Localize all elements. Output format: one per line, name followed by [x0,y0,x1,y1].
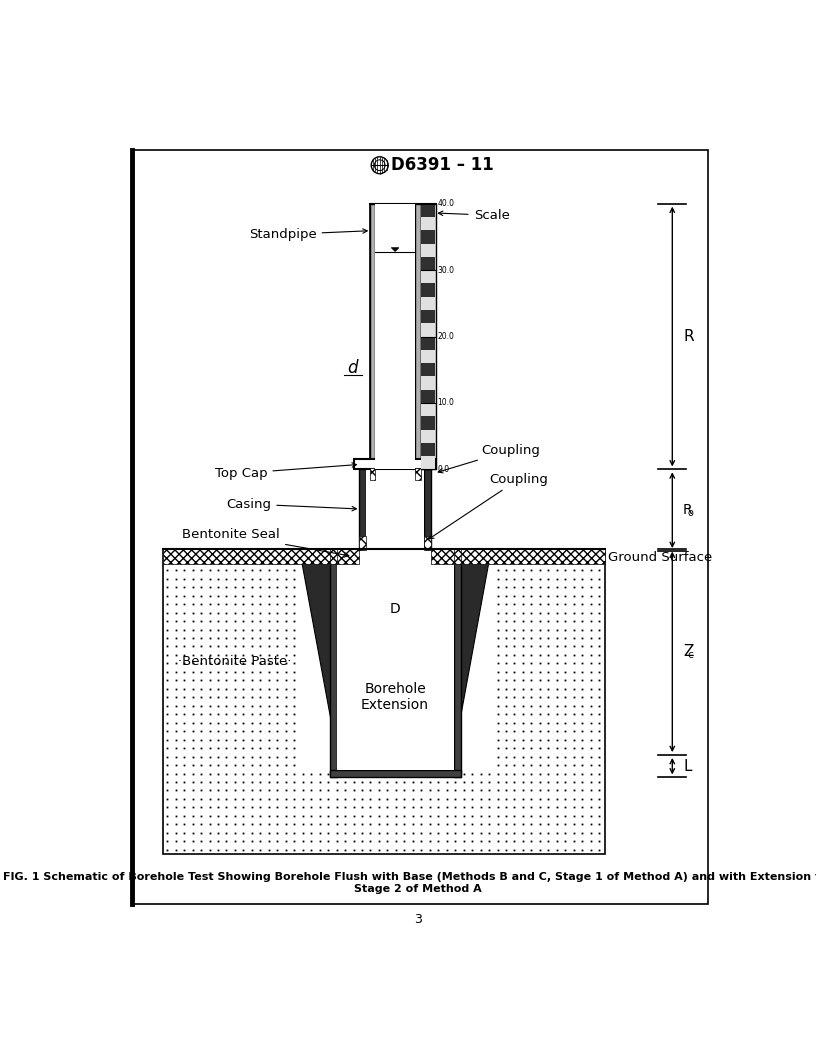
Bar [421,363,435,376]
Bar [421,270,435,283]
Bar [421,337,435,350]
Text: FIG. 1 Schematic of Borehole Test Showing Borehole Flush with Base (Methods B an: FIG. 1 Schematic of Borehole Test Showin… [3,872,816,883]
Text: d: d [348,359,358,377]
Bar [421,323,435,337]
Bar [370,468,375,480]
Bar [421,297,435,310]
Bar [359,469,366,549]
Text: c: c [688,650,694,660]
Text: Coupling: Coupling [438,444,540,473]
Text: Coupling: Coupling [429,473,548,539]
Text: 30.0: 30.0 [437,266,455,275]
Bar [330,771,460,777]
Text: Z: Z [683,644,694,659]
Bar [415,468,420,480]
Text: R: R [683,329,694,344]
Text: Borehole
Extension: Borehole Extension [361,682,429,713]
Bar [421,204,435,216]
Bar [454,549,460,564]
Bar [330,549,336,564]
Bar [162,549,359,564]
Bar [421,403,435,416]
Text: 40.0: 40.0 [437,200,455,208]
Text: Stage 2 of Method A: Stage 2 of Method A [354,884,482,894]
Bar [424,469,432,549]
Bar [330,549,336,777]
Bar [421,230,435,244]
Polygon shape [299,549,336,755]
Bar [162,549,605,854]
Text: R: R [683,503,693,517]
Bar [421,416,435,430]
Bar [415,204,420,469]
Bar [370,204,375,469]
Text: Ground Surface: Ground Surface [608,551,712,564]
Text: 10.0: 10.0 [437,398,455,408]
Bar [421,456,435,469]
Bar [375,204,415,469]
Text: Bentonite Seal: Bentonite Seal [182,528,348,558]
Bar [421,216,435,230]
Bar [421,376,435,390]
Text: Standpipe: Standpipe [249,228,367,241]
Text: Top Cap: Top Cap [215,463,357,479]
Polygon shape [391,248,399,251]
Bar [424,536,432,550]
Bar [432,549,605,564]
Bar [366,469,424,549]
Bar [359,536,366,550]
Bar [421,442,435,456]
Text: 20.0: 20.0 [437,332,455,341]
Polygon shape [454,549,491,755]
Bar [421,257,435,270]
Text: D: D [390,602,401,616]
Text: Scale: Scale [438,209,509,222]
Bar [421,350,435,363]
Bar [421,390,435,403]
Text: D6391 – 11: D6391 – 11 [391,156,494,174]
Text: 0.0: 0.0 [437,465,450,474]
Text: L: L [683,758,692,774]
Bar [421,283,435,297]
Text: ·Bentonite Paste·: ·Bentonite Paste· [178,656,291,668]
Bar [421,310,435,323]
Text: o: o [687,508,693,518]
Bar [420,204,436,469]
Bar [336,549,454,771]
Bar [354,459,436,469]
Bar [421,430,435,442]
Text: Casing: Casing [226,497,357,511]
Text: 3: 3 [415,913,422,926]
Bar [421,244,435,257]
Bar [454,549,460,777]
